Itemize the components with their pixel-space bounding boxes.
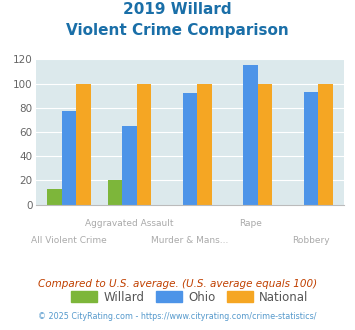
Bar xyxy=(243,65,258,205)
Bar xyxy=(304,92,318,205)
Bar xyxy=(183,93,197,205)
Bar xyxy=(47,189,61,205)
Text: Robbery: Robbery xyxy=(292,236,330,245)
Bar xyxy=(108,181,122,205)
Text: © 2025 CityRating.com - https://www.cityrating.com/crime-statistics/: © 2025 CityRating.com - https://www.city… xyxy=(38,312,317,321)
Bar xyxy=(76,83,91,205)
Bar xyxy=(137,83,151,205)
Text: Compared to U.S. average. (U.S. average equals 100): Compared to U.S. average. (U.S. average … xyxy=(38,279,317,289)
Bar xyxy=(318,83,333,205)
Bar xyxy=(122,126,137,205)
Text: Murder & Mans...: Murder & Mans... xyxy=(151,236,229,245)
Text: 2019 Willard: 2019 Willard xyxy=(123,2,232,16)
Bar xyxy=(197,83,212,205)
Text: Rape: Rape xyxy=(239,219,262,228)
Text: Violent Crime Comparison: Violent Crime Comparison xyxy=(66,23,289,38)
Text: Aggravated Assault: Aggravated Assault xyxy=(85,219,174,228)
Text: All Violent Crime: All Violent Crime xyxy=(31,236,107,245)
Legend: Willard, Ohio, National: Willard, Ohio, National xyxy=(67,286,313,309)
Bar xyxy=(61,112,76,205)
Bar xyxy=(258,83,272,205)
